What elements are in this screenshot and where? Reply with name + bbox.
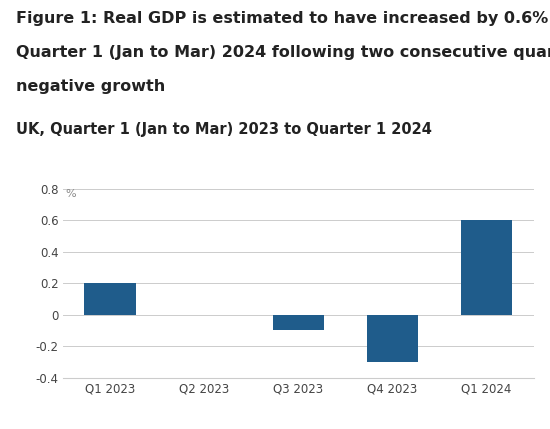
Bar: [84, 283, 136, 314]
Text: Figure 1: Real GDP is estimated to have increased by 0.6% in: Figure 1: Real GDP is estimated to have …: [16, 11, 550, 26]
Text: %: %: [65, 189, 76, 199]
Bar: [460, 220, 513, 314]
Bar: [272, 314, 324, 330]
Text: UK, Quarter 1 (Jan to Mar) 2023 to Quarter 1 2024: UK, Quarter 1 (Jan to Mar) 2023 to Quart…: [16, 122, 432, 137]
Text: Quarter 1 (Jan to Mar) 2024 following two consecutive quarters of: Quarter 1 (Jan to Mar) 2024 following tw…: [16, 45, 550, 60]
Text: negative growth: negative growth: [16, 79, 166, 94]
Bar: [366, 314, 419, 362]
